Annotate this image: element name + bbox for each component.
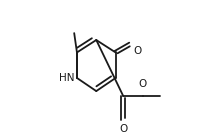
Text: O: O xyxy=(133,46,142,55)
Text: O: O xyxy=(138,79,147,89)
Text: O: O xyxy=(119,124,127,134)
Text: HN: HN xyxy=(59,73,74,83)
